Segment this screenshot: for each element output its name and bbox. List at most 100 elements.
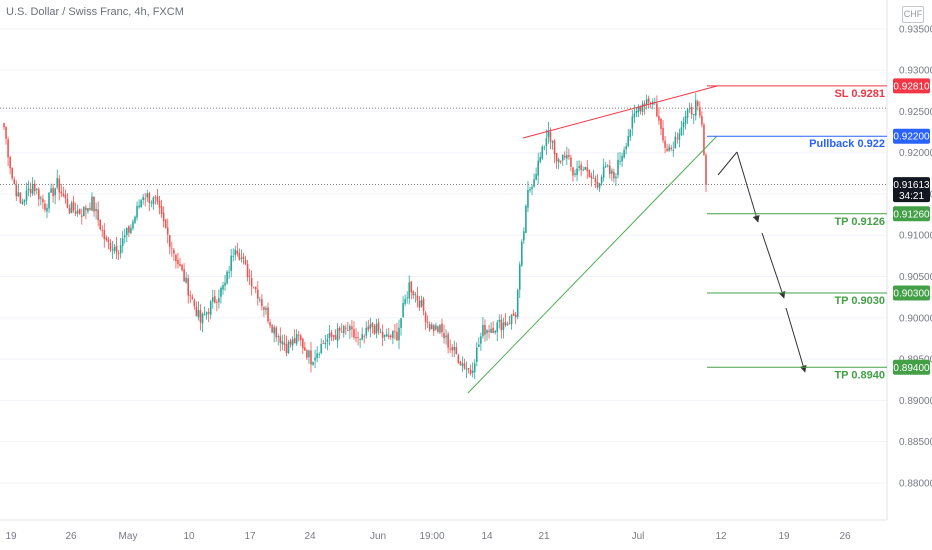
candle-body <box>302 338 304 349</box>
candle-body <box>246 263 249 278</box>
candle-body <box>52 187 54 197</box>
projection-arrow[interactable] <box>785 307 807 373</box>
bar-countdown-text: 34:21 <box>899 191 924 202</box>
candle-body <box>119 245 122 254</box>
candle-body <box>672 149 675 151</box>
candle-body <box>58 178 61 193</box>
candle-body <box>228 271 230 273</box>
candle-body <box>166 227 169 235</box>
candle-body <box>299 335 302 341</box>
y-tick-label: 0.92000 <box>899 148 932 159</box>
candle-body <box>97 209 99 221</box>
candle-body <box>697 101 699 106</box>
candle-body <box>543 147 546 149</box>
projection-segment[interactable] <box>717 151 738 176</box>
x-tick-label: 26 <box>65 531 77 542</box>
candle-body <box>404 299 406 304</box>
candle-body <box>568 155 570 157</box>
candle-body <box>263 306 265 310</box>
rising-resistance-trendline[interactable] <box>522 85 718 139</box>
candle-body <box>570 157 572 167</box>
candle-body <box>150 202 153 204</box>
candle-body <box>611 170 613 174</box>
candle-body <box>412 291 415 296</box>
candle-body <box>465 368 468 370</box>
candle-body <box>201 313 204 324</box>
x-tick-label: 26 <box>839 531 851 542</box>
candle-body <box>551 140 554 143</box>
level-label: Pullback 0.922 <box>809 138 885 150</box>
candle-body <box>240 257 243 259</box>
candle-body <box>553 140 556 155</box>
level-price-tag-text: 0.92810 <box>893 81 930 92</box>
y-tick-label: 0.92500 <box>899 107 932 118</box>
candle-body <box>392 330 394 339</box>
level-price-tag <box>893 359 930 375</box>
candle-body <box>357 336 359 338</box>
candle-body <box>600 177 603 184</box>
candle-body <box>596 182 599 188</box>
candle-body <box>265 308 267 310</box>
candle-body <box>207 311 210 314</box>
candle-body <box>338 327 341 331</box>
candle-body <box>475 347 478 362</box>
level-price-tag <box>893 128 930 144</box>
candle-body <box>455 347 458 355</box>
candle-body <box>35 188 38 190</box>
candle-body <box>400 318 402 328</box>
candle-body <box>42 198 44 203</box>
candle-body <box>461 363 464 366</box>
candle-body <box>248 275 251 277</box>
x-tick-label: 19 <box>5 531 17 542</box>
candle-body <box>87 208 89 212</box>
currency-badge[interactable]: CHF <box>902 6 924 23</box>
candle-body <box>478 344 480 347</box>
candle-body <box>353 329 355 338</box>
candle-body <box>387 335 390 338</box>
x-tick-label: 19:00 <box>419 531 444 542</box>
y-tick-label: 0.88500 <box>899 437 932 448</box>
level-price-tag-text: 0.91260 <box>893 209 930 220</box>
candle-body <box>326 339 329 342</box>
level-price-tag-text: 0.89400 <box>893 363 930 374</box>
candle-body <box>422 298 425 311</box>
level-label: SL 0.9281 <box>834 88 885 100</box>
candle-body <box>211 297 214 302</box>
candle-body <box>367 326 370 330</box>
candle-body <box>437 326 439 332</box>
candle-body <box>406 297 408 299</box>
candle-body <box>598 183 601 189</box>
candle-body <box>398 327 400 341</box>
candle-body <box>187 278 189 296</box>
candle-body <box>521 241 523 266</box>
candle-body <box>699 107 701 116</box>
y-tick-label: 0.90000 <box>899 313 932 324</box>
candle-body <box>514 314 517 318</box>
candle-body <box>142 197 144 200</box>
candle-body <box>37 189 40 200</box>
candle-body <box>490 328 492 333</box>
candle-body <box>703 124 705 156</box>
candle-body <box>355 337 357 339</box>
candle-body <box>322 343 325 344</box>
projection-arrow[interactable] <box>761 232 786 299</box>
candle-body <box>500 319 503 331</box>
candle-body <box>27 188 30 191</box>
candle-body <box>107 239 110 243</box>
level-price-tag <box>893 78 930 94</box>
candle-body <box>152 197 155 204</box>
candle-body <box>670 147 673 150</box>
candle-body <box>332 335 335 337</box>
candle-body <box>267 307 269 322</box>
candle-body <box>379 332 382 334</box>
candle-body <box>435 325 437 330</box>
rising-support-trendline[interactable] <box>467 135 718 394</box>
level-label: TP 0.9126 <box>834 216 885 228</box>
candle-body <box>15 184 18 197</box>
candle-body <box>340 331 343 333</box>
projection-arrow[interactable] <box>736 151 760 223</box>
candle-body <box>351 326 353 330</box>
candle-body <box>664 140 666 148</box>
candle-body <box>48 192 50 209</box>
